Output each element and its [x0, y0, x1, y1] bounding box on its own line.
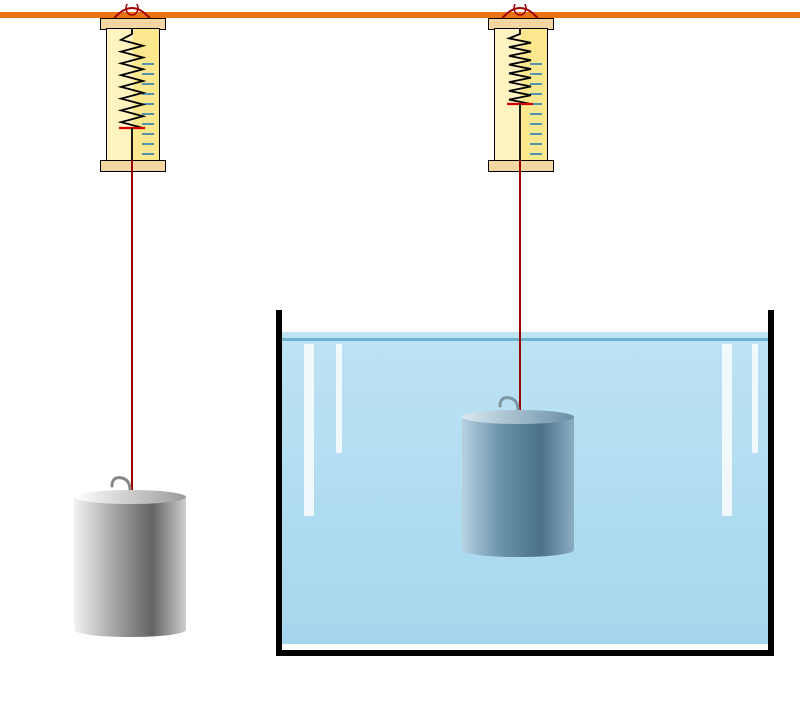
weight-cylinder [452, 382, 584, 562]
hanging-thread [519, 160, 520, 410]
water-reflection [752, 344, 758, 453]
water-reflection [304, 344, 314, 516]
weight-cylinder [64, 462, 196, 642]
diagram-canvas [0, 0, 800, 711]
water-reflection [722, 344, 732, 516]
water-reflection [336, 344, 342, 453]
hanging-thread [131, 160, 132, 490]
water-surface [282, 338, 768, 341]
